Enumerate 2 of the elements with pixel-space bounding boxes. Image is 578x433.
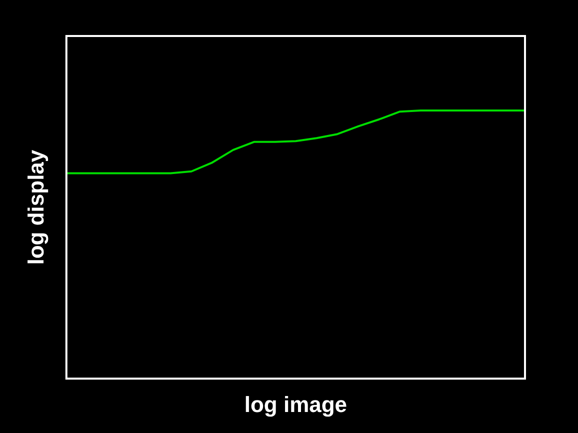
x-axis-title: log image xyxy=(244,392,348,417)
y-axis-title: log display xyxy=(23,149,48,265)
